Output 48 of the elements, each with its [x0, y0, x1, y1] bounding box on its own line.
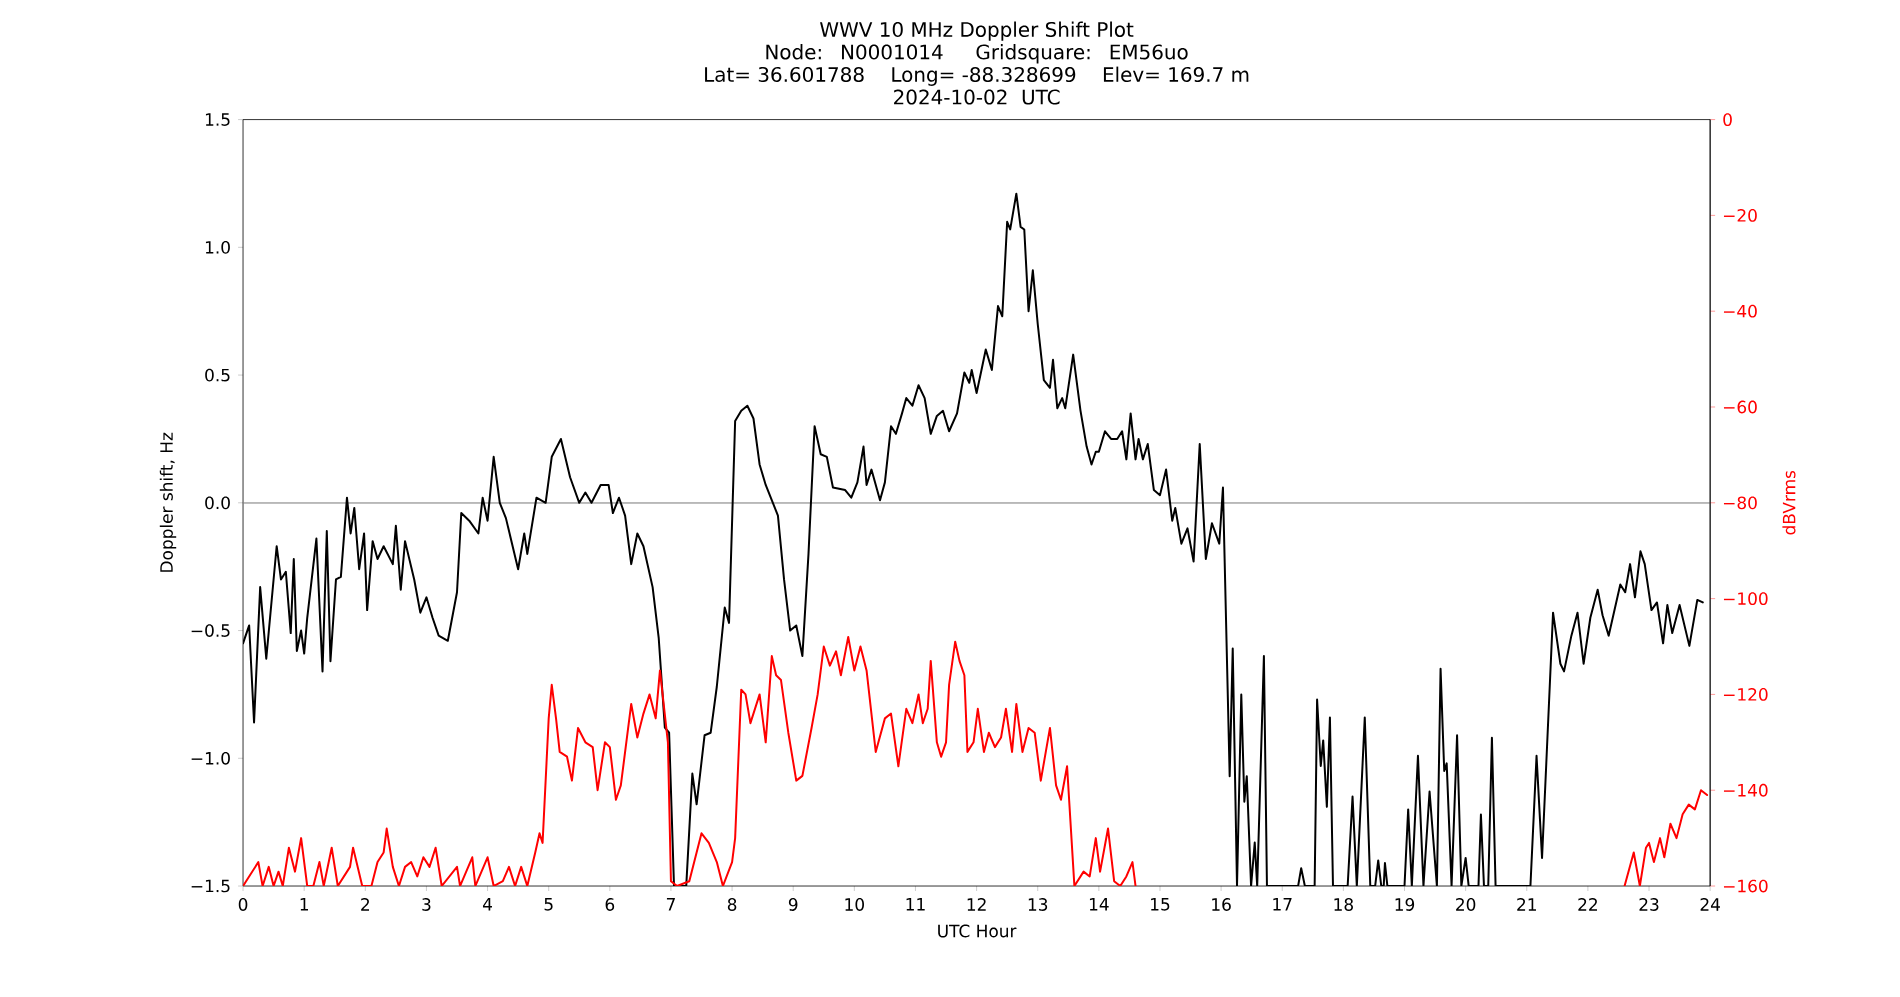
- y-tick-label: −1.0: [191, 752, 230, 765]
- y-axis-title: Doppler shift, Hz: [159, 433, 177, 573]
- x-tick-label: 16: [1212, 898, 1231, 912]
- x-tick-label: 19: [1395, 898, 1415, 912]
- x-tick-label: 15: [1151, 898, 1170, 911]
- x-tick-label: 18: [1334, 898, 1353, 912]
- y2-tick-label: −60: [1723, 400, 1757, 414]
- y-tick-label: 1.5: [205, 113, 230, 127]
- chart-title: WWV 10 MHz Doppler Shift Plot: [820, 21, 1134, 42]
- y2-tick-label: 0: [1723, 113, 1732, 127]
- y2-tick-label: −160: [1723, 879, 1768, 893]
- x-tick-label: 6: [605, 898, 615, 912]
- x-tick-label: 9: [788, 898, 798, 912]
- x-tick-label: 0: [238, 898, 248, 912]
- x-tick-label: 13: [1028, 898, 1048, 912]
- x-tick-label: 2: [361, 898, 370, 911]
- x-tick-label: 4: [482, 898, 492, 911]
- x-tick-label: 10: [845, 898, 864, 912]
- y2-tick-label: −140: [1723, 783, 1768, 797]
- y-tick-label: −0.5: [191, 624, 230, 638]
- text: Lat= 36.601788 Long= -88.328699 Elev= 169.7 m: [705, 66, 1249, 87]
- x-tick-label: 17: [1273, 898, 1292, 911]
- x-tick-label: 21: [1517, 898, 1536, 911]
- x-tick-label: 3: [422, 898, 431, 912]
- x-tick-label: 20: [1456, 898, 1476, 912]
- x-tick-label: 11: [906, 898, 925, 911]
- x-tick-label: 12: [967, 898, 986, 911]
- y2-axis-title: dBVrms: [1782, 471, 1796, 535]
- x-tick-label: 1: [300, 898, 309, 911]
- y2-tick-label: −20: [1723, 209, 1757, 222]
- x-tick-label: 7: [666, 898, 675, 911]
- y-tick-label: −1.5: [191, 879, 230, 893]
- x-tick-label: 8: [727, 898, 737, 912]
- x-tick-label: 23: [1639, 898, 1659, 912]
- y-tick-label: 0.0: [205, 496, 230, 510]
- y2-tick-label: −80: [1723, 496, 1757, 510]
- chart-subtitle: Node: N0001014 Gridsquare: EM56uo: [766, 44, 1188, 64]
- y2-tick-label: −40: [1723, 304, 1757, 318]
- y2-tick-label: −100: [1723, 592, 1768, 606]
- x-tick-label: 14: [1089, 898, 1109, 911]
- y2-tick-label: −120: [1723, 688, 1768, 702]
- text: 2024-10-02 UTC: [894, 89, 1060, 105]
- x-tick-label: 5: [544, 898, 553, 911]
- x-tick-label: 22: [1578, 898, 1597, 911]
- y-tick-label: 1.0: [205, 241, 230, 254]
- x-axis-title: UTC Hour: [938, 924, 1017, 938]
- x-tick-label: 24: [1700, 898, 1720, 911]
- y-tick-label: 0.5: [205, 368, 230, 382]
